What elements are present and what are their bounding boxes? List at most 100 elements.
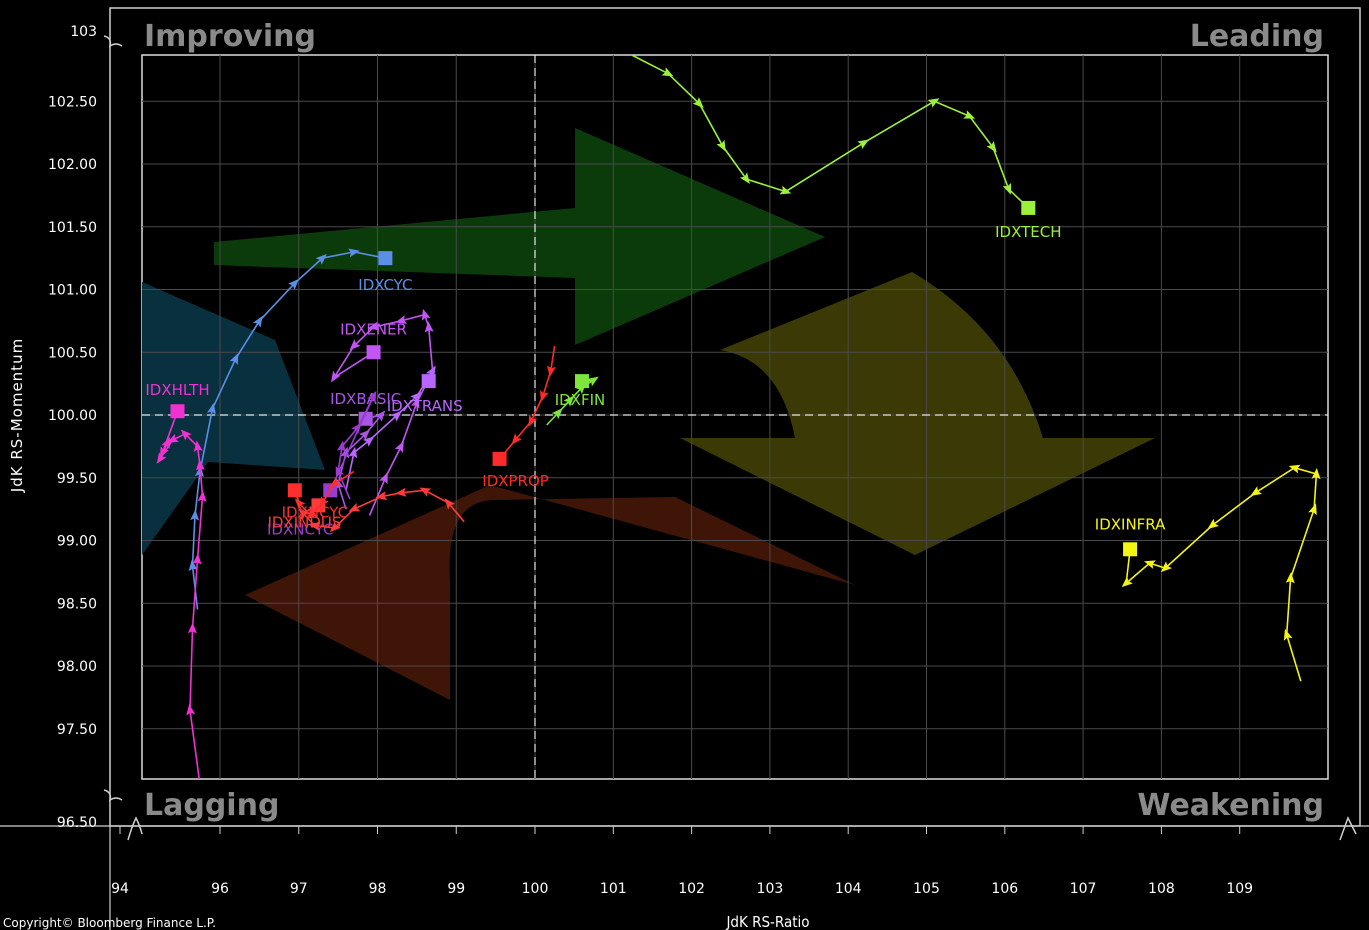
x-tick-label: 102 bbox=[678, 881, 705, 897]
trail-point-arrow bbox=[1121, 576, 1133, 588]
series-idxtech: IDXTECH bbox=[629, 55, 1061, 241]
current-point-marker[interactable] bbox=[574, 374, 589, 389]
trail-point-arrow bbox=[779, 185, 792, 195]
trail-point-arrow bbox=[374, 410, 386, 422]
trail-point-arrow bbox=[927, 98, 940, 108]
trail-point-arrow bbox=[716, 139, 726, 152]
quadrant-leading: Leading bbox=[1190, 19, 1324, 54]
y-tick-label: 98.00 bbox=[57, 659, 97, 675]
y-axis-break-top bbox=[103, 35, 123, 48]
trail-point-arrow bbox=[661, 67, 674, 77]
y-tick-label: 99.00 bbox=[57, 534, 97, 550]
y-tick-label: 100.50 bbox=[48, 345, 97, 361]
trail-point-arrow bbox=[424, 321, 434, 333]
trail-point-arrow bbox=[1283, 628, 1293, 641]
trail-point-arrow bbox=[186, 703, 196, 716]
trail-point-arrow bbox=[547, 365, 556, 378]
series-trail bbox=[1125, 466, 1318, 682]
trail-point-arrow bbox=[692, 97, 704, 108]
x-tick-label: 104 bbox=[835, 881, 862, 897]
series-idxcyc: IDXCYC bbox=[188, 248, 412, 610]
y-tick-label: 99.50 bbox=[57, 471, 97, 487]
trail-point-arrow bbox=[419, 487, 432, 497]
trail-point-arrow bbox=[395, 487, 407, 497]
x-tick-label: 98 bbox=[369, 881, 387, 897]
current-point-marker[interactable] bbox=[170, 404, 185, 419]
current-point-marker[interactable] bbox=[378, 251, 393, 266]
x-tick-label: 107 bbox=[1070, 881, 1097, 897]
trail-point-arrow bbox=[348, 248, 360, 258]
current-point-marker[interactable] bbox=[492, 451, 507, 466]
trail-point-arrow bbox=[1311, 468, 1321, 480]
trail-point-arrow bbox=[348, 446, 358, 459]
y-tick-label: 100.00 bbox=[48, 408, 97, 424]
current-point-marker[interactable] bbox=[1021, 200, 1036, 215]
current-point-marker[interactable] bbox=[287, 483, 302, 498]
trail-point-arrow bbox=[194, 465, 204, 477]
series-idxprop: IDXPROP bbox=[482, 345, 556, 490]
trail-point-arrow bbox=[986, 141, 997, 153]
trail-point-arrow bbox=[367, 321, 380, 331]
trail-point-arrow bbox=[188, 559, 198, 572]
series-trail bbox=[629, 55, 1029, 209]
trail-point-arrow bbox=[331, 370, 341, 383]
x-tick-label: 105 bbox=[913, 881, 940, 897]
trail-point-arrow bbox=[329, 521, 341, 533]
trail-point-arrow bbox=[358, 429, 371, 441]
trail-point-arrow bbox=[379, 472, 388, 485]
series-label: IDXHLTH bbox=[145, 381, 209, 399]
series-label: IDXENER bbox=[340, 320, 407, 338]
y-tick-label: 97.50 bbox=[57, 722, 97, 738]
x-axis-break-left bbox=[127, 816, 143, 841]
series-idxncyc: IDXNCYC bbox=[282, 470, 355, 521]
trail-point-arrow bbox=[156, 452, 167, 464]
series-layer: IDXTECH IDXINFRA IDXCYC IDXHLTH IDXENER IDXTR… bbox=[145, 55, 1321, 779]
y-tick-label: 102.50 bbox=[48, 94, 97, 110]
trail-point-arrow bbox=[351, 422, 362, 435]
quadrant-lagging: Lagging bbox=[144, 788, 279, 823]
series-idxinfra: IDXINFRA bbox=[1095, 464, 1321, 682]
y-tick-label: 96.50 bbox=[57, 815, 97, 831]
series-label: IDXCYC bbox=[358, 276, 412, 294]
trail-point-arrow bbox=[229, 353, 239, 365]
current-point-marker[interactable] bbox=[366, 345, 381, 360]
series-idxtrans: IDXTRANS bbox=[345, 366, 463, 491]
series-label: IDXINDUS bbox=[267, 513, 341, 531]
trail-point-arrow bbox=[315, 254, 327, 265]
trail-point-arrow bbox=[193, 440, 203, 452]
y-axis-break-bottom bbox=[103, 789, 123, 802]
y-tick-label: 103 bbox=[70, 24, 97, 40]
trail-point-arrow bbox=[410, 392, 422, 403]
series-label: IDXBASIC bbox=[330, 390, 401, 408]
trail-point-arrow bbox=[329, 477, 341, 488]
trail-point-arrow bbox=[1288, 464, 1301, 474]
trail-point-arrow bbox=[161, 437, 171, 450]
plot-area bbox=[141, 54, 1329, 780]
trail-point-arrow bbox=[551, 408, 563, 420]
series-trail bbox=[333, 313, 434, 516]
x-tick-label: 103 bbox=[757, 881, 784, 897]
y-tick-label: 101.00 bbox=[48, 283, 97, 299]
x-tick-label: 108 bbox=[1148, 881, 1175, 897]
trail-point-arrow bbox=[167, 433, 179, 443]
trail-point-arrow bbox=[511, 433, 522, 445]
trail-point-arrow bbox=[319, 496, 329, 508]
x-tick-label: 94 bbox=[111, 881, 129, 897]
series-trail bbox=[329, 395, 375, 500]
x-tick-label: 96 bbox=[211, 881, 229, 897]
series-idxindus: IDXINDUS bbox=[267, 487, 465, 533]
trail-point-arrow bbox=[1285, 572, 1295, 584]
series-idxfin: IDXFIN bbox=[546, 374, 605, 426]
y-axis-label: JdK RS-Momentum bbox=[8, 338, 26, 493]
x-ticks: 94 96 97 98 99 100 101 102 103 104 105 106 107 108 109 bbox=[111, 826, 1253, 897]
trail-point-arrow bbox=[375, 491, 388, 501]
series-label: IDXPROP bbox=[482, 472, 549, 490]
trail-point-arrow bbox=[390, 410, 402, 422]
trail-point-arrow bbox=[294, 498, 306, 510]
trail-point-arrow bbox=[298, 508, 310, 520]
current-point-marker[interactable] bbox=[421, 374, 436, 389]
trail-point-arrow bbox=[739, 172, 750, 184]
current-point-marker[interactable] bbox=[1123, 542, 1138, 557]
improving-arrow bbox=[142, 282, 325, 555]
